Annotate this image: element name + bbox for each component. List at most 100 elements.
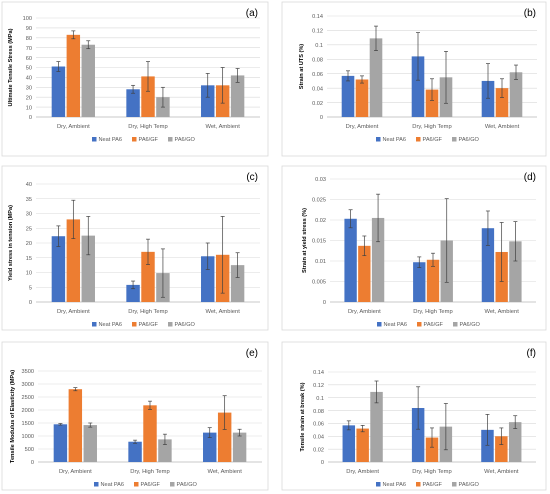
panel-label: (d) [524,172,536,183]
bar [356,428,369,462]
legend-entry: Neat PA6 [101,482,125,488]
bar [126,284,140,302]
y-tick-label: 60 [26,56,32,62]
legend-entry: PA6/GF [423,137,443,143]
y-tick-label: 0.02 [315,218,326,224]
bar [230,265,245,302]
y-tick-label: 0 [31,460,34,466]
y-tick-label: 0.1 [315,43,323,49]
y-tick-label: 30 [26,86,32,92]
bar [83,425,97,462]
y-tick-label: 3500 [22,369,34,375]
legend-entry: PA6/GF [423,482,443,488]
legend-swatch [376,482,381,487]
legend-swatch [92,322,97,327]
y-axis-label: Tensile Modulus of Elasticity (MPa) [10,370,16,463]
x-category-label: Dry, Ambient [59,469,92,475]
x-category-label: Dry, High Temp [412,124,451,130]
bar [232,432,247,462]
bar [203,432,217,462]
chart-panel-5: 0 500 1000 1500 2000 2500 3000 3500 Tensile Modu… [1,341,269,491]
bar [230,75,245,117]
bar [371,217,385,302]
legend-swatch [416,137,421,142]
y-tick-label: 0.08 [312,57,323,63]
y-tick-label: 0.12 [312,29,323,35]
bar [425,437,439,462]
y-tick-label: 80 [26,36,32,42]
x-category-label: Wet, Ambient [205,124,240,130]
y-tick-label: 0 [321,460,324,466]
chart-panel-3: 0 5 10 15 20 25 30 35 40 Yield stress in tension … [1,165,269,331]
y-tick-label: 100 [23,16,32,22]
x-category-label: Wet, Ambient [207,469,242,475]
bar [126,89,140,117]
legend-swatch [92,137,97,142]
y-tick-label: 0.005 [312,280,326,286]
legend-entry: Neat PA6 [99,137,123,143]
legend-entry: PA6/GO [459,137,480,143]
y-tick-label: 0.1 [316,396,324,402]
bar [217,412,232,462]
bar [158,439,172,462]
bar [413,262,426,302]
y-tick-label: 35 [26,197,32,203]
bar [141,251,155,302]
legend-swatch [132,322,137,327]
bar [344,218,357,302]
y-axis-label: Yield stress in tension (MPa) [8,205,14,281]
legend-entry: PA6/GF [139,322,159,328]
y-tick-label: 0.04 [312,86,323,92]
bar [509,72,523,117]
x-category-label: Dry, High Temp [412,469,451,475]
y-tick-label: 0.04 [313,434,324,440]
y-tick-label: 0.06 [312,72,323,78]
y-tick-label: 0 [29,115,32,121]
y-tick-label: 0 [29,300,32,306]
legend-entry: PA6/GF [141,482,161,488]
chart-frame [1,1,269,157]
legend-entry: Neat PA6 [99,322,123,328]
y-tick-label: 0.015 [312,239,326,245]
y-tick-label: 90 [26,26,32,32]
bar [495,436,508,462]
bar [66,219,81,302]
y-tick-label: 40 [26,76,32,82]
legend-entry: PA6/GO [459,482,480,488]
bar [358,245,371,302]
chart-frame [281,165,547,331]
bar [481,228,495,302]
legend-entry: Neat PA6 [383,137,407,143]
y-tick-label: 15 [26,256,32,262]
y-tick-label: 30 [26,212,32,218]
y-tick-label: 0.03 [315,177,326,183]
y-tick-label: 0.02 [313,447,324,453]
bar [141,76,155,117]
x-category-label: Dry, Ambient [346,469,379,475]
bar [509,241,522,302]
y-tick-label: 10 [26,271,32,277]
chart-panel-4: 0 0.005 0.01 0.015 0.02 0.025 0.03 Strain at yi… [281,165,547,331]
y-tick-label: 0.06 [313,422,324,428]
y-tick-label: 0 [323,300,326,306]
x-category-label: Dry, Ambient [346,124,379,130]
y-tick-label: 500 [25,447,34,453]
bar [411,408,425,462]
bar [51,66,66,117]
bar [201,256,215,302]
y-tick-label: 2000 [22,408,34,414]
y-tick-label: 3000 [22,382,34,388]
legend-swatch [94,482,99,487]
legend-entry: PA6/GO [175,137,196,143]
chart-panel-1: 0 10 20 30 40 50 60 70 80 90 100 Ultimate Tensile S… [1,1,269,157]
x-category-label: Dry, Ambient [57,309,90,315]
bar [128,441,142,462]
y-tick-label: 50 [26,66,32,72]
y-tick-label: 70 [26,46,32,52]
bar [201,85,215,117]
legend-swatch [168,322,173,327]
x-category-label: Wet, Ambient [484,309,519,315]
bar [53,424,68,462]
legend-swatch [417,322,422,327]
